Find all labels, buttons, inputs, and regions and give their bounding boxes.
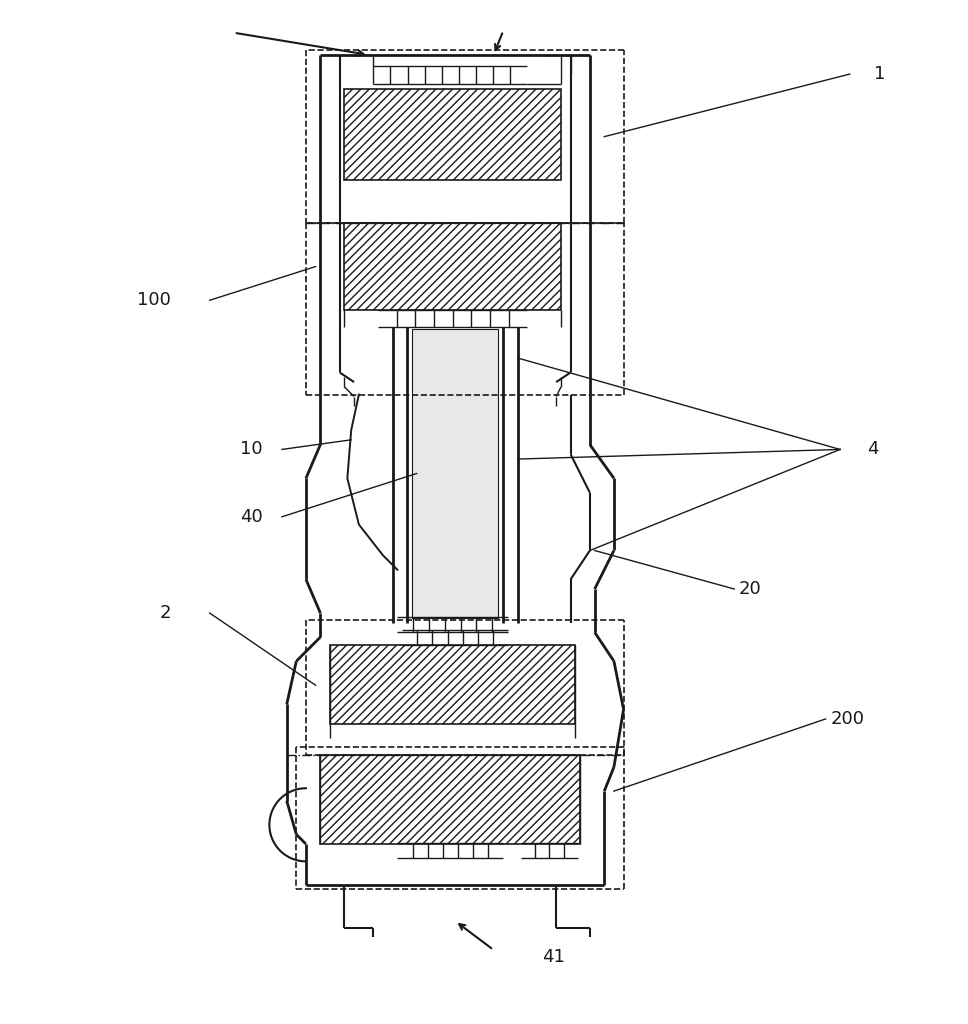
Text: 2: 2 (160, 604, 171, 622)
Text: 41: 41 (542, 947, 564, 966)
Text: 10: 10 (240, 440, 262, 459)
Bar (411, 329, 499, 617)
Bar (330, 645, 575, 724)
Text: 40: 40 (240, 508, 262, 525)
Text: 4: 4 (867, 440, 879, 459)
Text: 20: 20 (739, 580, 762, 598)
Bar (320, 755, 580, 844)
Text: 200: 200 (831, 710, 864, 728)
Bar (345, 223, 561, 310)
Text: 1: 1 (874, 66, 885, 83)
Bar (345, 88, 561, 180)
Text: 100: 100 (137, 291, 171, 309)
